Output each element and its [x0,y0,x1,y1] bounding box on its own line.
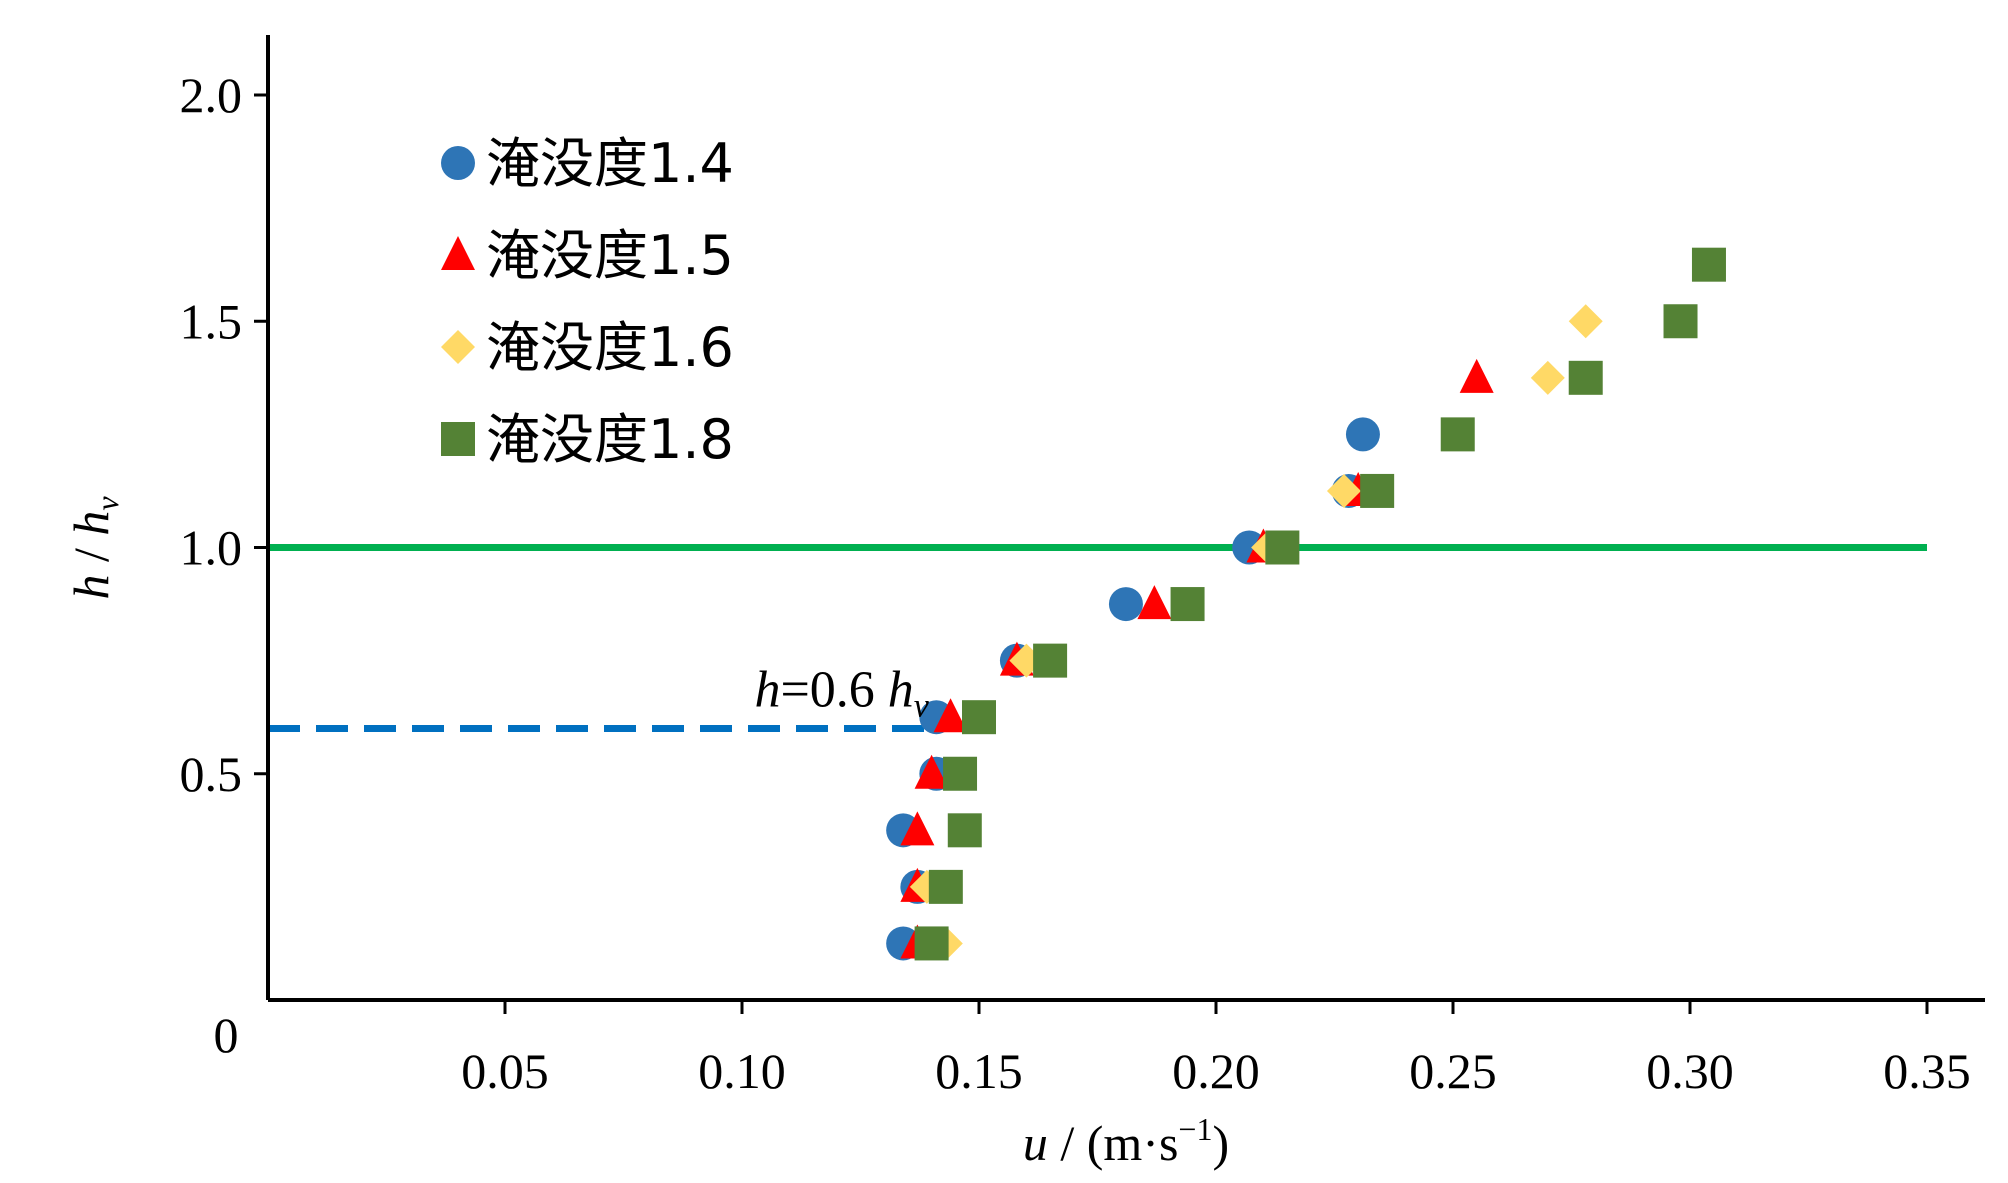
y-tick-label: 1.5 [180,293,243,349]
y-tick-label: 2.0 [180,67,243,123]
y-axis-sep: / [63,536,119,575]
x-tick-label: 0.20 [1172,1043,1260,1099]
data-point-square [1265,530,1300,565]
legend-label: 淹没度1.4 [486,132,734,195]
x-tick-label: 0.05 [461,1043,549,1099]
annotation-label: h=0.6 hv [754,662,929,725]
data-point-diamond [1326,473,1361,508]
y-axis-sub: v [89,496,125,511]
data-point-square [1033,643,1068,678]
legend-marker-circle [441,146,475,180]
legend-marker-diamond [441,330,475,364]
x-tick-label: 0.25 [1409,1043,1497,1099]
data-point-square [1440,417,1475,452]
x-axis-title: u / (m·s−1) [1023,1111,1229,1171]
reference-lines [268,544,1927,732]
x-tick-label: 0.10 [698,1043,786,1099]
x-axis-unit-post: ) [1212,1115,1229,1171]
y-axis-title: h / hv [63,496,125,600]
y-tick-label: 1.0 [180,520,243,576]
data-point-square [1663,304,1698,339]
data-point-square [943,756,978,791]
data-point-square [1170,587,1205,622]
series-triangle [900,358,1494,959]
legend: 淹没度1.4 淹没度1.5 淹没度1.6 淹没度1.8 [441,132,734,471]
axes [266,35,1985,1002]
data-points [886,247,1726,961]
data-point-square [928,869,963,904]
legend-marker-triangle [441,236,475,270]
x-tick-label: 0.15 [935,1043,1023,1099]
data-point-triangle [1137,585,1172,620]
data-point-triangle [1459,358,1494,393]
ticks: 0.05 0.10 0.15 0.20 0.25 0.30 0.35 0.5 1.0 1.5 2.0 [180,67,1971,1099]
series-diamond [909,304,1603,961]
data-point-triangle [900,811,935,846]
x-axis-var: u [1023,1115,1048,1171]
annotation-sub: v [914,688,930,725]
legend-label: 淹没度1.6 [486,316,734,379]
x-tick-label: 0.30 [1646,1043,1734,1099]
data-point-circle [1345,417,1380,452]
data-point-square [914,926,949,961]
y-axis-var: h [63,575,119,600]
legend-marker-square [441,422,475,456]
data-point-diamond [1568,304,1603,339]
data-point-circle [1108,587,1143,622]
data-point-square [947,813,982,848]
x-tick-label: 0.35 [1883,1043,1971,1099]
series-square [914,247,1726,961]
data-point-square [1360,473,1395,508]
origin-label: 0 [214,1007,239,1063]
x-axis-unit-pre: / (m·s [1048,1115,1179,1171]
legend-label: 淹没度1.8 [486,408,734,471]
data-point-triangle [933,698,968,733]
data-point-diamond [1530,360,1565,395]
data-point-square [1568,360,1603,395]
data-point-triangle [914,754,949,789]
x-axis-unit-sup: −1 [1178,1111,1212,1147]
annotation-text: =0.6 [780,662,887,719]
data-point-square [1691,247,1726,282]
legend-label: 淹没度1.5 [486,224,734,287]
y-axis-var2: h [63,511,119,536]
annotation-var: h [754,662,780,719]
y-tick-label: 0.5 [180,746,243,802]
data-point-square [962,700,996,735]
annotation-var2: h [888,662,914,719]
